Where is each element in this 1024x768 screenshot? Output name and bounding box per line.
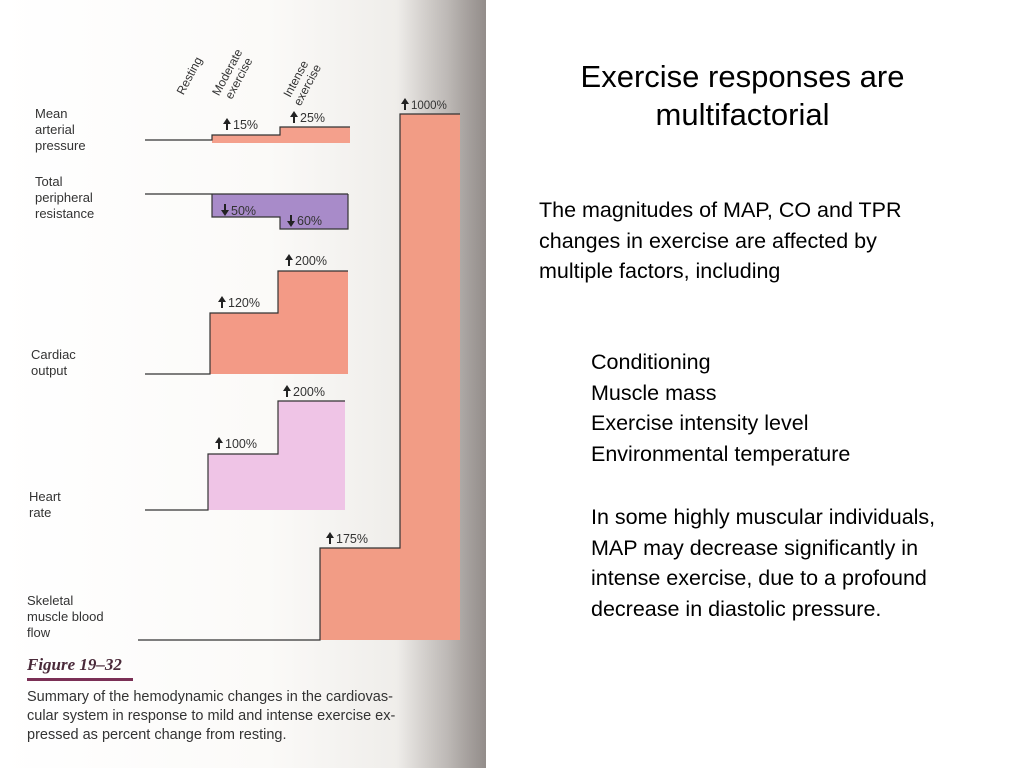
value-text: 200% [295,254,327,268]
map-step-graph [145,126,350,143]
value-text: 120% [228,296,260,310]
smbf-moderate-label: 175% [326,532,368,546]
smbf-fill [320,114,460,640]
figure-caption-text: Summary of the hemodynamic changes in th… [27,689,396,743]
row-label-smbf: Skeletal muscle blood flow [27,593,104,640]
smbf-step-graph [138,113,460,641]
row-label-hr: Heart rate [29,489,61,520]
up-arrow-icon [223,118,231,130]
co-step-graph [145,270,348,375]
value-text: 60% [297,214,322,228]
row-label-map: Mean arterial pressure [35,106,86,153]
up-arrow-icon [285,254,293,266]
value-text: 175% [336,532,368,546]
figure-panel: 15% 25% 50% 60% 120% 200% [0,0,486,768]
map-moderate-label: 15% [223,118,258,132]
factor-item: Conditioning [591,350,711,374]
tpr-moderate-label: 50% [221,204,256,218]
map-fill [212,127,350,143]
smbf-intense-label: 1000% [401,98,447,112]
caption-divider [27,678,133,681]
factor-list: Conditioning Muscle mass Exercise intens… [591,347,850,469]
intro-paragraph: The magnitudes of MAP, CO and TPR change… [539,198,902,283]
map-baseline [145,126,350,141]
factor-item: Environmental temperature [591,441,851,466]
tpr-intense-label: 60% [287,214,322,228]
value-text: 15% [233,118,258,132]
map-intense-label: 25% [290,111,325,125]
tpr-step-graph [145,193,349,230]
value-text: 100% [225,437,257,451]
hr-moderate-label: 100% [215,437,257,451]
tpr-fill [212,194,348,229]
smbf-line [138,113,460,641]
value-text: 50% [231,204,256,218]
row-label-co: Cardiac output [31,347,76,378]
down-arrow-icon [221,204,229,216]
hr-intense-label: 200% [283,385,325,399]
up-arrow-icon [215,437,223,449]
up-arrow-icon [401,98,409,110]
figure-caption-title: Figure 19–32 [27,655,122,674]
factor-item: Muscle mass [591,380,717,405]
down-arrow-icon [287,215,295,227]
value-text: 1000% [411,100,447,112]
value-text: 25% [300,111,325,125]
co-intense-label: 200% [285,254,327,268]
note-paragraph: In some highly muscular individuals, MAP… [591,505,936,621]
hr-line [145,400,345,511]
factor-item: Exercise intensity level [591,411,809,435]
hr-step-graph [145,400,345,511]
co-line [145,270,348,375]
up-arrow-icon [326,532,334,544]
value-text: 200% [293,385,325,399]
hr-fill [208,401,345,510]
tpr-bottom [211,194,349,230]
slide-title: Exercise responses are multifactorial [580,59,905,132]
hemodynamic-diagram: 15% 25% 50% 60% 120% 200% [138,98,460,641]
up-arrow-icon [290,111,298,123]
row-label-tpr: Total peripheral resistance [35,174,95,221]
co-moderate-label: 120% [218,296,260,310]
co-fill [210,271,348,374]
up-arrow-icon [283,385,291,397]
up-arrow-icon [218,296,226,308]
